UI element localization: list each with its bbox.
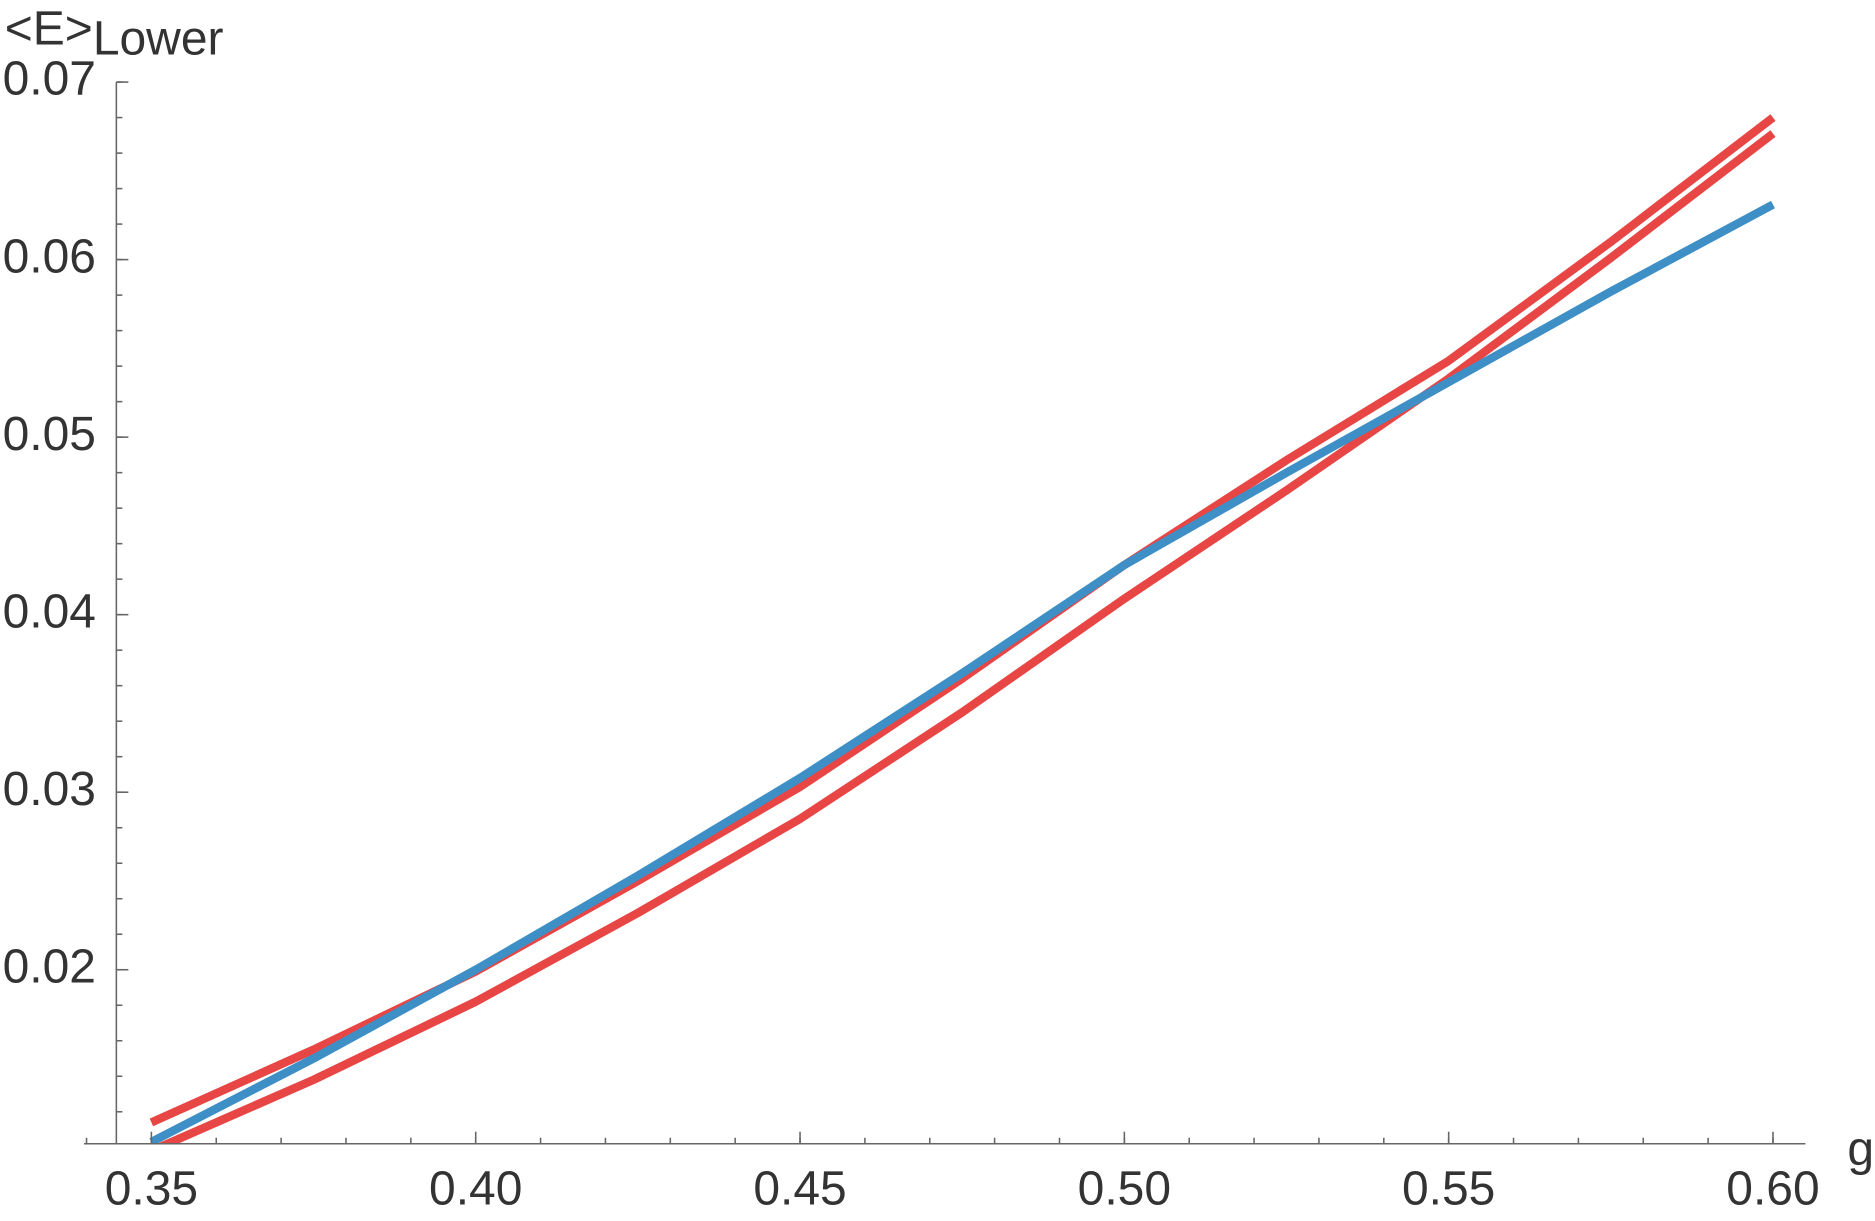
y-tick-label: 0.07 <box>3 53 96 106</box>
y-tick-label: 0.05 <box>3 408 96 461</box>
series-line <box>149 200 1775 1144</box>
x-tick-label: 0.50 <box>1078 1162 1171 1215</box>
y-label-subscript: Lower <box>93 12 224 65</box>
y-tick-label: 0.02 <box>3 940 96 993</box>
x-tick-label: 0.35 <box>105 1162 198 1215</box>
y-tick-label: 0.03 <box>3 763 96 816</box>
y-axis-label: <E>Lower <box>5 2 224 65</box>
y-tick-label: 0.04 <box>3 585 96 638</box>
x-tick-label: 0.60 <box>1726 1162 1819 1215</box>
x-tick-label: 0.40 <box>429 1162 522 1215</box>
x-tick-label: 0.45 <box>753 1162 846 1215</box>
x-tick-label: 0.55 <box>1402 1162 1495 1215</box>
y-tick-label: 0.06 <box>3 230 96 283</box>
x-axis-label: g <box>1847 1123 1874 1176</box>
y-label-main: <E> <box>5 2 93 55</box>
series-line <box>157 130 1776 1144</box>
plot-area <box>149 114 1776 1144</box>
series-line <box>149 114 1776 1127</box>
